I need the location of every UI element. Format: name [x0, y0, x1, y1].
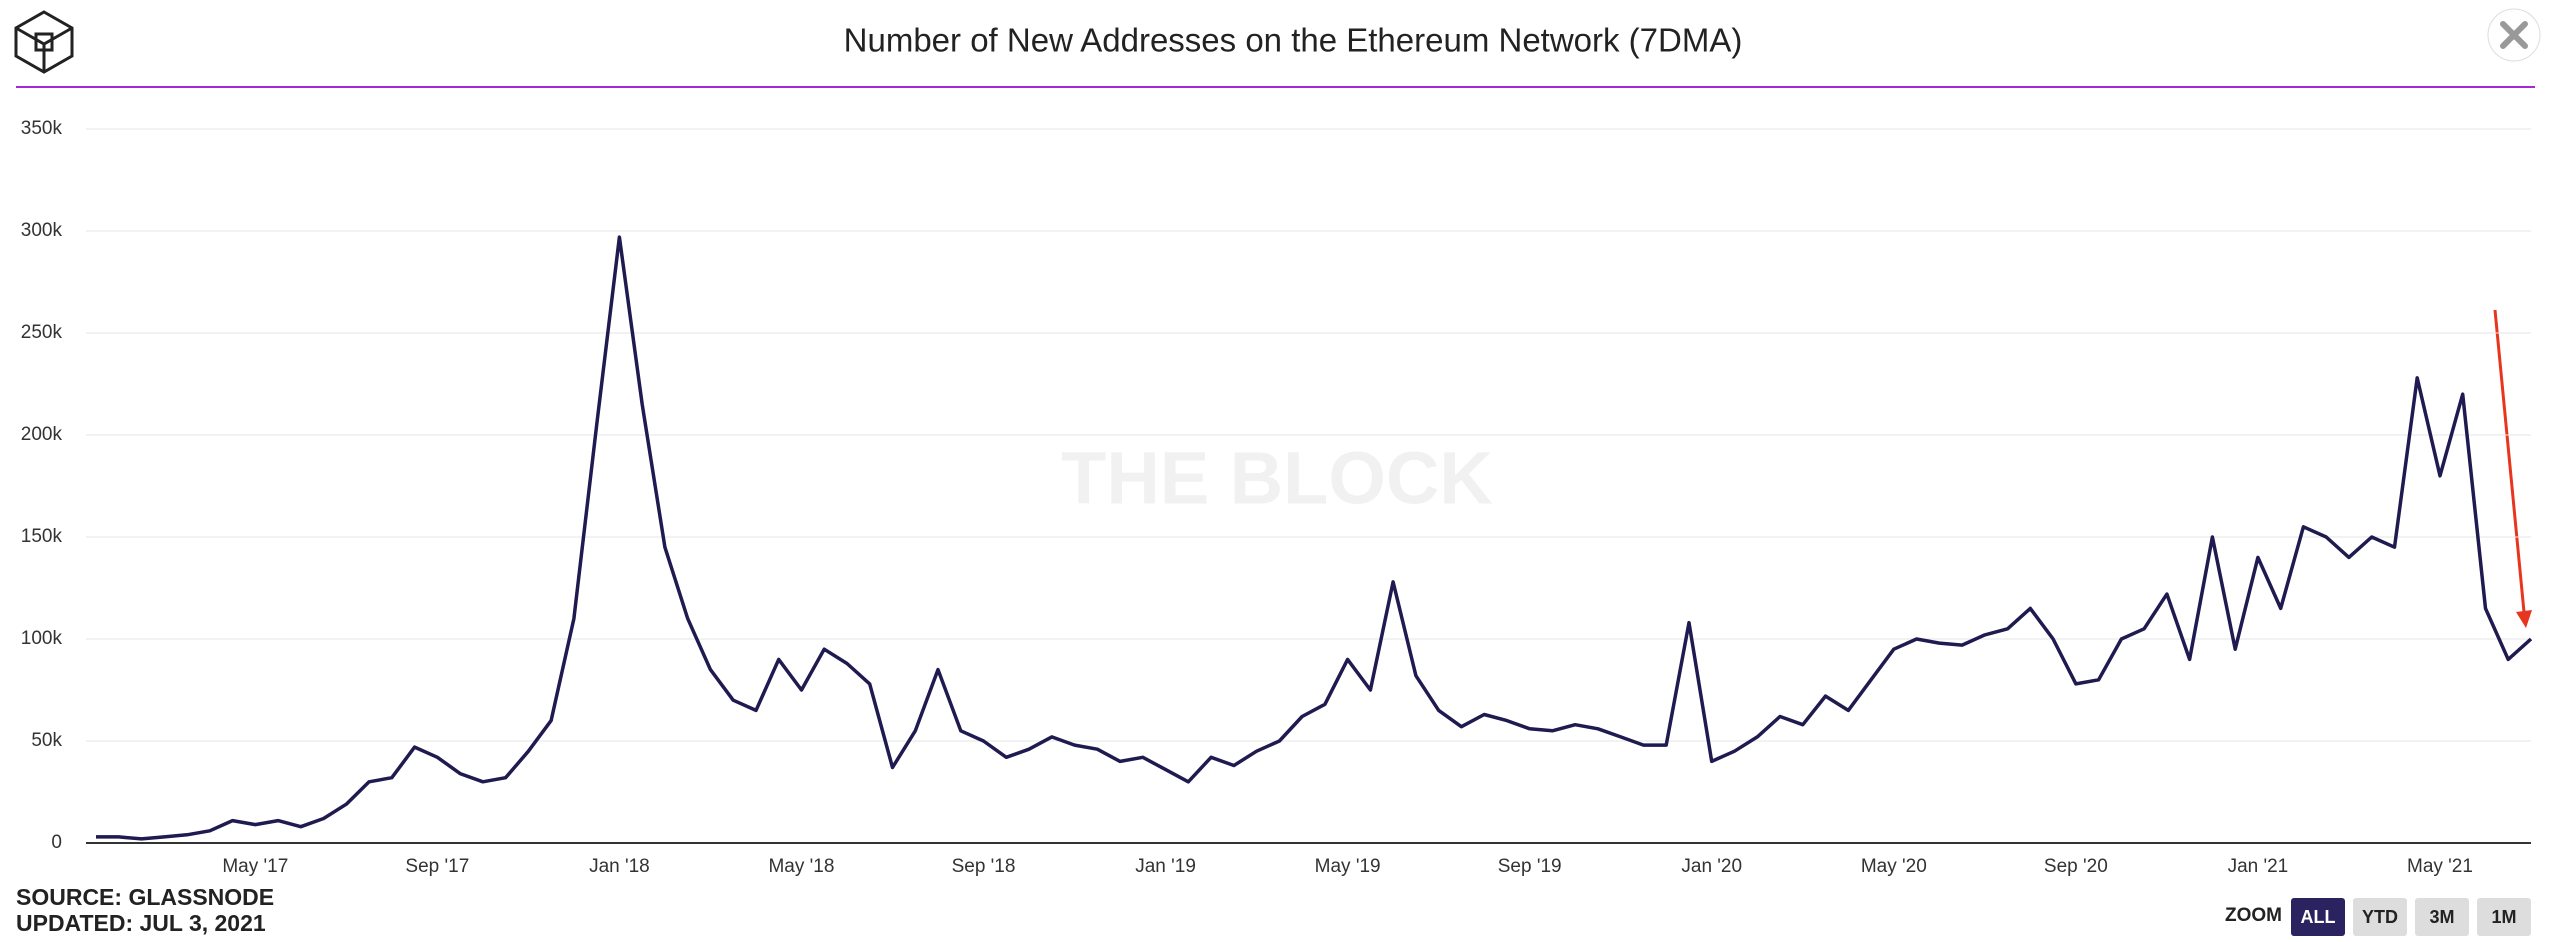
zoom-button[interactable]: 1M	[2477, 898, 2531, 936]
y-tick-label: 50k	[31, 730, 62, 751]
close-button[interactable]	[2487, 8, 2541, 62]
zoom-button-bg	[2477, 898, 2531, 936]
x-tick-label: May '19	[1315, 856, 1381, 877]
x-tick-label: Jan '19	[1135, 856, 1196, 877]
zoom-button-bg	[2353, 898, 2407, 936]
y-tick-label: 300k	[21, 220, 63, 241]
zoom-button-bg	[2291, 898, 2345, 936]
zoom-label: ZOOM	[2225, 905, 2282, 926]
y-tick-label: 250k	[21, 322, 63, 343]
x-tick-label: Sep '20	[2044, 856, 2108, 877]
x-tick-label: Jan '18	[589, 856, 650, 877]
x-tick-label: Sep '18	[952, 856, 1016, 877]
y-tick-label: 150k	[21, 526, 63, 547]
x-tick-label: Jan '21	[2228, 856, 2289, 877]
y-tick-label: 0	[51, 832, 62, 853]
x-tick-label: May '17	[222, 856, 288, 877]
x-tick-label: May '18	[768, 856, 834, 877]
zoom-button[interactable]: ALL	[2291, 898, 2345, 936]
x-tick-label: Sep '17	[405, 856, 469, 877]
zoom-button-label: 3M	[2429, 907, 2454, 927]
chart-title: Number of New Addresses on the Ethereum …	[844, 22, 1743, 59]
y-tick-label: 350k	[21, 118, 63, 139]
x-tick-label: May '21	[2407, 856, 2473, 877]
zoom-button-label: ALL	[2301, 907, 2336, 927]
x-tick-label: Sep '19	[1498, 856, 1562, 877]
data-line	[96, 235, 2533, 841]
source: SOURCE: GLASSNODE	[16, 884, 274, 910]
annotation-arrow	[2493, 309, 2526, 613]
zoom-button[interactable]: YTD	[2353, 898, 2407, 936]
zoom-button[interactable]: 3M	[2415, 898, 2469, 936]
zoom-button-bg	[2415, 898, 2469, 936]
zoom-button-label: 1M	[2491, 907, 2516, 927]
updated: UPDATED: JUL 3, 2021	[16, 910, 266, 936]
x-tick-label: May '20	[1861, 856, 1927, 877]
annotation-arrowhead	[2516, 610, 2532, 628]
y-tick-label: 100k	[21, 628, 63, 649]
watermark: THE BLOCK	[1061, 437, 1493, 520]
y-tick-label: 200k	[21, 424, 63, 445]
logo	[14, 10, 74, 74]
zoom-button-label: YTD	[2362, 907, 2398, 927]
x-tick-label: Jan '20	[1681, 856, 1742, 877]
